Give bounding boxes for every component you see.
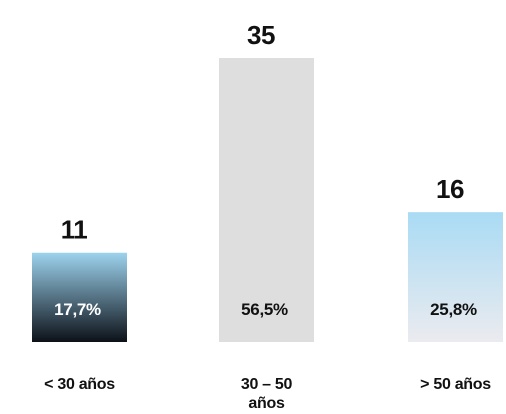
percent-label-1: 17,7% <box>54 300 101 319</box>
percent-label-3: 25,8% <box>430 300 477 319</box>
category-label-3: > 50 años <box>420 376 491 393</box>
bar-2 <box>219 58 314 342</box>
bars-group <box>32 58 503 342</box>
category-label-1: < 30 años <box>44 376 115 393</box>
percent-label-2: 56,5% <box>241 300 288 319</box>
bar-1 <box>32 252 127 342</box>
value-label-3: 16 <box>436 174 464 204</box>
value-label-1: 11 <box>61 215 88 245</box>
labels-group: 11 17,7% < 30 años 35 56,5% 30 – 50 años 16 25,8… <box>44 20 491 412</box>
bar-3 <box>408 212 503 342</box>
value-label-2: 35 <box>247 20 275 50</box>
category-label-2-line-1: 30 – 50 <box>241 376 293 393</box>
category-label-2-line-2: años <box>248 395 285 412</box>
